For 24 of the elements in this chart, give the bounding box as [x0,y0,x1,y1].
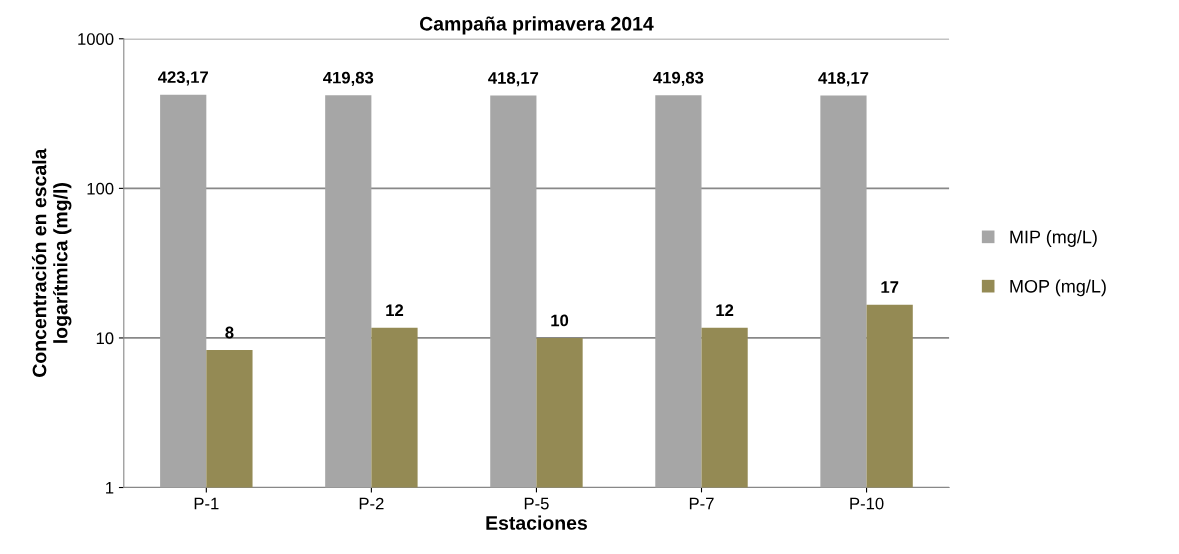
data-label: 12 [716,304,734,316]
chart-title: Campaña primavera 2014 [419,16,654,35]
y-axis-title: Concentración en escala logarítmica (mg/l) [31,148,72,377]
data-label: 12 [386,304,404,316]
legend-label: MOP (mg/L) [1010,279,1106,297]
y-tick-label: 10 [96,332,114,345]
data-label: 419,83 [323,71,374,86]
legend-label: MIP (mg/L) [1010,230,1097,247]
data-label: 418,17 [818,71,869,87]
x-tick-label: P-2 [359,497,384,510]
y-tick-label: 1 [106,482,114,494]
data-label: 8 [225,326,234,339]
data-label: 419,83 [653,71,704,86]
y-tick-label: 100 [87,182,114,195]
x-tick-label: P-5 [524,497,549,510]
data-label: 17 [881,281,899,293]
x-tick-label: P-10 [850,497,884,510]
x-axis-title: Estaciones [486,515,587,530]
data-label: 10 [551,314,569,327]
x-tick-label: P-7 [689,497,714,510]
y-tick-label: 1000 [78,33,114,45]
data-label: 418,17 [488,71,539,87]
x-tick-label: P-1 [194,497,219,510]
data-label: 423,17 [157,71,208,86]
